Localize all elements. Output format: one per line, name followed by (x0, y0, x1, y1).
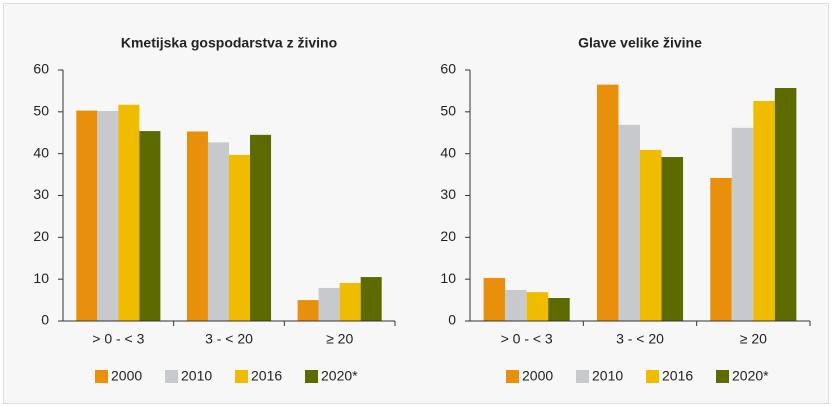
bar (731, 127, 754, 321)
legend-label: 2016 (251, 368, 282, 384)
bar (753, 100, 775, 321)
y-tick-label: 60 (440, 61, 456, 77)
y-tick-label: 0 (41, 312, 49, 328)
bar (774, 87, 797, 321)
bar (186, 131, 208, 321)
bar (360, 277, 382, 321)
bar (250, 134, 272, 321)
bar (483, 277, 506, 321)
legend-swatch (646, 370, 659, 383)
legend-swatch (305, 370, 318, 383)
x-tick-label: > 0 - < 3 (501, 331, 553, 347)
legend-label: 2010 (592, 368, 623, 384)
bar (618, 124, 640, 321)
legend-swatch (235, 370, 248, 383)
bar (596, 84, 619, 322)
bar (139, 131, 161, 321)
bar (661, 157, 684, 321)
x-tick-label: 3 - < 20 (616, 331, 664, 347)
bar (318, 287, 340, 321)
x-tick-label: > 0 - < 3 (92, 331, 144, 347)
bar (118, 104, 140, 321)
legend-swatch (506, 370, 519, 383)
y-tick-label: 50 (440, 103, 456, 119)
bar (526, 292, 549, 321)
legend-label: 2010 (181, 368, 212, 384)
bar (76, 110, 98, 321)
legend-label: 2020* (321, 368, 358, 384)
y-tick-label: 50 (33, 103, 49, 119)
bar (339, 282, 361, 321)
y-tick-label: 10 (33, 270, 49, 286)
x-tick-label: ≥ 20 (326, 331, 353, 347)
legend-swatch (576, 370, 589, 383)
legend-label: 2000 (111, 368, 142, 384)
bar (710, 177, 732, 321)
legend-swatch (716, 370, 729, 383)
bar (548, 297, 570, 321)
x-tick-label: 3 - < 20 (205, 331, 253, 347)
chart-title: Kmetijska gospodarstva z živino (121, 35, 337, 51)
y-tick-label: 0 (448, 312, 456, 328)
bar (207, 142, 229, 321)
y-tick-label: 10 (440, 270, 456, 286)
y-tick-label: 20 (440, 228, 456, 244)
y-tick-label: 40 (33, 144, 49, 160)
legend-label: 2000 (522, 368, 553, 384)
bar (229, 154, 251, 321)
chart-title: Glave velike živine (578, 35, 702, 51)
legend-swatch (165, 370, 178, 383)
legend-label: 2016 (662, 368, 693, 384)
bar (97, 110, 119, 321)
y-tick-label: 40 (440, 144, 456, 160)
y-tick-label: 60 (33, 61, 49, 77)
bar (640, 149, 662, 321)
legend-label: 2020* (732, 368, 769, 384)
y-tick-label: 30 (440, 186, 456, 202)
y-tick-label: 30 (33, 186, 49, 202)
x-tick-label: ≥ 20 (740, 331, 767, 347)
bar (297, 300, 319, 321)
bar (505, 290, 527, 321)
y-tick-label: 20 (33, 228, 49, 244)
legend-swatch (95, 370, 108, 383)
